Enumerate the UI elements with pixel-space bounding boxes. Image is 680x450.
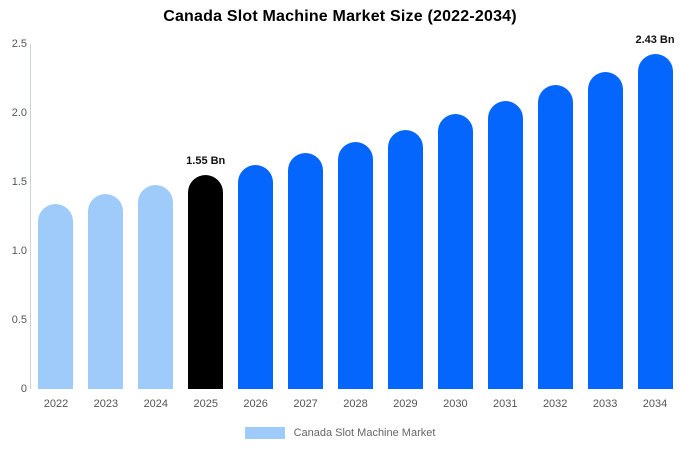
x-axis-tick-label: 2030 [443,398,468,410]
legend-swatch-icon[interactable] [244,427,285,439]
x-axis-tick-label: 2027 [293,398,318,410]
bar-2030[interactable] [437,114,473,389]
x-axis-tick-label: 2025 [193,398,218,410]
y-axis-tick-label: 1.5 [11,176,27,188]
bar-slot-2034: 2034 2.43 Bn [630,34,680,410]
bar-2034[interactable] [637,53,673,389]
bar-slot-2030: 2030 [430,44,480,410]
x-axis-tick-label: 2031 [493,398,518,410]
x-axis-tick-label: 2029 [393,398,418,410]
bar-2023[interactable] [88,194,124,389]
bar-2032[interactable] [537,85,573,389]
x-axis-tick-label: 2034 [642,398,668,410]
bar-slot-2022: 2022 [31,44,81,410]
bar-2027[interactable] [288,153,324,389]
y-axis-line [30,44,31,389]
y-axis-tick-label: 2.5 [11,38,27,50]
legend: Canada Slot Machine Market [0,427,680,439]
bar-2024[interactable] [138,184,174,389]
bar-slot-2031: 2031 [480,44,530,410]
y-axis-tick-label: 2.0 [11,107,27,119]
bar-2026[interactable] [238,165,274,389]
bar-2029[interactable] [387,129,423,389]
bar-slot-2026: 2026 [231,44,281,410]
x-axis-tick-label: 2022 [43,398,69,410]
bar-2031[interactable] [487,100,523,389]
bar-slot-2027: 2027 [281,44,331,410]
y-axis-tick-label: 1.0 [11,245,27,257]
bar-slot-2033: 2033 [580,44,630,410]
bar-slot-2032: 2032 [530,44,580,410]
bar-2025[interactable] [188,175,224,389]
bar-2022[interactable] [38,204,74,389]
bar-slot-2023: 2023 [81,44,131,410]
x-axis-tick-label: 2028 [343,398,368,410]
x-axis-tick-label: 2023 [93,398,119,410]
legend-label[interactable]: Canada Slot Machine Market [293,427,436,439]
y-axis-tick-label: 0 [20,383,27,395]
y-axis: 0 0.5 1.0 1.5 2.0 2.5 [0,38,27,395]
bar-2033[interactable] [587,71,623,389]
data-label-2025: 1.55 Bn [186,155,226,168]
x-axis-tick-label: 2033 [592,398,618,410]
plot-area: 0 0.5 1.0 1.5 2.0 2.5 2022 2023 2024 2025 1.55 Bn… [0,34,680,410]
bar-slot-2025: 2025 1.55 Bn [181,44,231,410]
bars-container: 2022 2023 2024 2025 1.55 Bn 2026 2027 2028 2029 2… [31,34,680,410]
bar-2028[interactable] [337,141,373,389]
bar-slot-2028: 2028 [331,44,381,410]
chart-title: Canada Slot Machine Market Size (2022-20… [163,8,517,25]
bar-slot-2024: 2024 [131,44,181,410]
data-label-2034: 2.43 Bn [635,33,675,46]
x-axis-tick-label: 2024 [143,398,169,410]
y-axis-tick-label: 0.5 [11,314,27,326]
x-axis-tick-label: 2032 [542,398,568,410]
x-axis-tick-label: 2026 [243,398,268,410]
bar-slot-2029: 2029 [380,44,430,410]
